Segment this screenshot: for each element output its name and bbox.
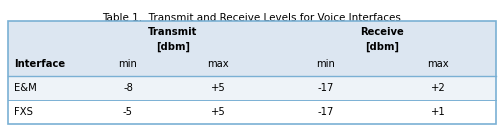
Bar — [8, 76, 496, 100]
Text: max: max — [207, 59, 229, 69]
Text: -5: -5 — [123, 107, 133, 117]
Text: E&M: E&M — [14, 83, 37, 93]
Text: Transmit: Transmit — [148, 27, 198, 37]
Bar — [8, 21, 496, 124]
Text: max: max — [427, 59, 449, 69]
Bar — [8, 100, 496, 124]
Text: -8: -8 — [123, 83, 133, 93]
Bar — [8, 21, 496, 76]
Text: min: min — [317, 59, 336, 69]
Text: min: min — [118, 59, 138, 69]
Text: Table 1.  Transmit and Receive Levels for Voice Interfaces: Table 1. Transmit and Receive Levels for… — [102, 13, 402, 23]
Text: Receive: Receive — [360, 27, 404, 37]
Text: -17: -17 — [318, 107, 334, 117]
Text: [dbm]: [dbm] — [365, 42, 399, 52]
Text: [dbm]: [dbm] — [156, 42, 190, 52]
Text: Interface: Interface — [14, 59, 65, 69]
Text: +5: +5 — [211, 83, 225, 93]
Text: -17: -17 — [318, 83, 334, 93]
Text: +2: +2 — [430, 83, 446, 93]
Text: +1: +1 — [430, 107, 446, 117]
Text: FXS: FXS — [14, 107, 33, 117]
Text: +5: +5 — [211, 107, 225, 117]
